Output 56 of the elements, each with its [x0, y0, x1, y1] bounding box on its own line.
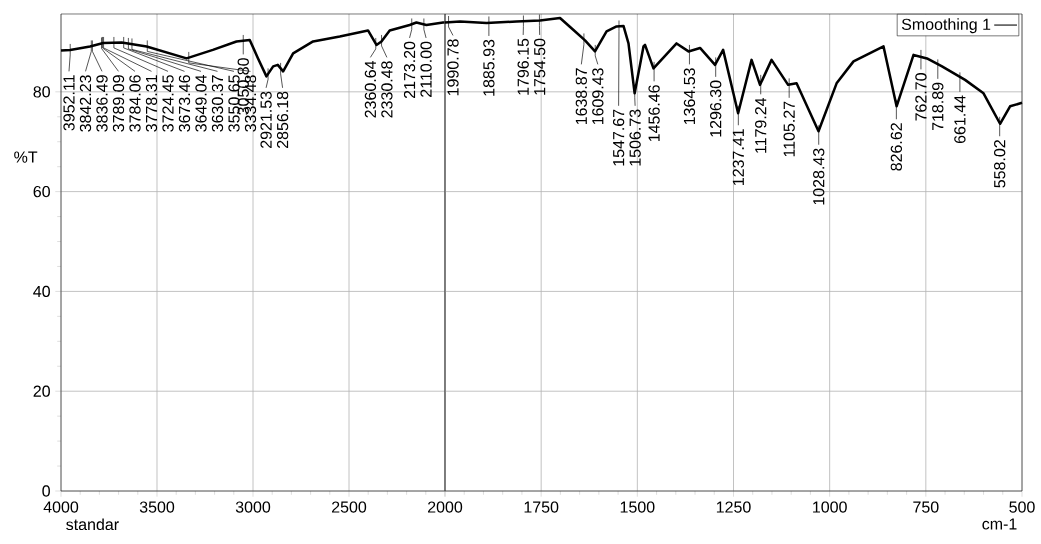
x-tick-label: 1500 [620, 501, 655, 513]
annotation: 1028.43 [813, 148, 825, 205]
legend-label: Smoothing 1 [901, 18, 991, 34]
annotation: 1179.24 [755, 97, 767, 153]
annotation: 1754.50 [534, 38, 546, 95]
annotation: 2110.00 [420, 41, 432, 97]
x-tick-label: 1000 [813, 501, 847, 513]
y-axis-title: %T [14, 151, 38, 163]
x-tick-label: 4000 [43, 501, 79, 513]
x-tick-label: 3000 [235, 501, 271, 513]
x-tick-label: 2000 [428, 501, 463, 513]
x-tick-label: 500 [1009, 501, 1035, 513]
annotation: 1796.15 [517, 38, 529, 95]
annotation: 558.02 [994, 140, 1006, 188]
annotation: 762.70 [915, 73, 927, 121]
y-tick-label: 20 [33, 385, 50, 397]
annotation: 1547.67 [612, 109, 625, 166]
annotation: 3836.49 [96, 75, 108, 132]
annotation: 2856.18 [276, 91, 289, 148]
annotation: 1609.43 [592, 68, 604, 125]
annotation: 718.89 [932, 82, 944, 131]
annotation: 1456.46 [648, 85, 660, 142]
y-tick-label: 40 [33, 285, 50, 298]
annotation: 3649.04 [195, 74, 207, 132]
annotation: 1990.78 [447, 39, 459, 96]
x-tick-label: 1750 [524, 501, 559, 513]
annotation: 1638.87 [575, 68, 587, 125]
annotation: 3789.09 [112, 75, 125, 132]
annotation: 2921.53 [260, 91, 272, 148]
annotation: 1296.30 [710, 80, 722, 137]
annotation: 3673.46 [178, 75, 191, 132]
x-tick-label: 2500 [332, 501, 367, 513]
annotation: 1885.93 [483, 39, 495, 96]
annotation: 1105.27 [783, 101, 795, 157]
annotation: 3724.45 [162, 75, 174, 132]
y-tick-label: 0 [42, 485, 50, 497]
x-tick-label: 3500 [139, 501, 175, 513]
y-tick-label: 60 [33, 185, 50, 198]
annotation: 2330.48 [381, 61, 393, 118]
annotation: 826.62 [890, 123, 903, 171]
x-axis-title: cm-1 [982, 518, 1017, 530]
annotation: 1237.41 [732, 129, 744, 185]
annotation: 2360.64 [364, 60, 377, 118]
annotation: 3784.06 [129, 75, 141, 132]
text: standar [66, 518, 119, 531]
y-tick-label: 80 [33, 86, 50, 98]
annotation: 3778.31 [145, 75, 158, 132]
x-tick-label: 750 [913, 501, 939, 513]
annotation: 3842.23 [79, 75, 92, 132]
annotation: 1364.53 [683, 68, 696, 125]
annotation: 3952.11 [63, 75, 75, 131]
x-tick-label: 1250 [716, 501, 751, 513]
annotation: 3630.37 [211, 75, 224, 132]
annotation: 1506.73 [629, 109, 641, 166]
annotation: 661.44 [954, 95, 966, 144]
annotation: 2173.20 [403, 41, 416, 99]
